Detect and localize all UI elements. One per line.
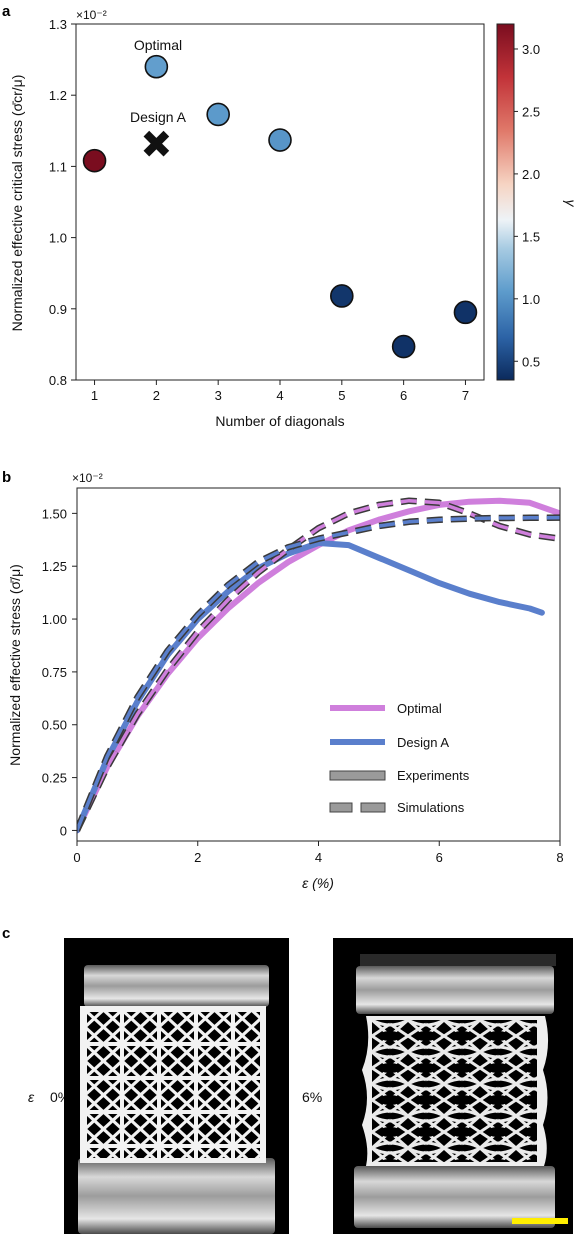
x-axis-a: 1 2 3 4 5 6 7 — [91, 380, 469, 403]
plot-frame-a — [75, 23, 485, 381]
colorbar-tick-label: 3.0 — [522, 42, 540, 57]
multiplier-label-a: ×10⁻² — [76, 8, 107, 22]
scatter-point — [330, 284, 354, 308]
scale-bar — [512, 1218, 568, 1224]
scatter-point — [206, 102, 230, 127]
row-label-epsilon: ε — [28, 1089, 35, 1105]
colorbar-tick-label: 2.0 — [522, 167, 540, 182]
y-axis-title-b: Normalized effective stress (σ̄/μ) — [7, 564, 23, 766]
y-tick-label-a: 0.9 — [49, 302, 67, 317]
y-tick-label-a: 1.2 — [49, 88, 67, 103]
colorbar — [496, 23, 515, 381]
legend-swatch-simulations — [329, 802, 386, 813]
photo-panel-c: c ε 0% 6% — [2, 925, 573, 1234]
specimen-photo-0-percent — [64, 938, 289, 1234]
x-axis-title-b: ε (%) — [302, 875, 334, 891]
colorbar-label: γ — [563, 200, 575, 208]
scatter-point — [453, 300, 478, 325]
y-axis-title-a: Normalized effective critical stress (σ̄… — [9, 75, 25, 332]
scatter-point — [82, 148, 107, 173]
multiplier-label-b: ×10⁻² — [72, 471, 103, 485]
y-axis-a: 0.8 0.9 1.0 1.1 1.2 1.3 — [49, 17, 76, 388]
scatter-point — [391, 334, 416, 359]
panel-label-c: c — [2, 925, 10, 942]
x-tick-label-a: 5 — [338, 388, 345, 403]
y-tick-label-a: 1.1 — [49, 159, 67, 174]
strain-label-right: 6% — [302, 1089, 322, 1105]
colorbar-tick-label: 1.5 — [522, 229, 540, 244]
y-tick-label-b: 1.25 — [42, 559, 67, 574]
y-tick-label-b: 1.00 — [42, 612, 67, 627]
x-tick-label-b: 6 — [436, 850, 443, 865]
scatter-chart-panel-a: a ×10⁻² 1 2 3 4 5 6 7 0.8 0.9 1.0 1.1 1.2 1.3 Numbe… — [2, 3, 575, 429]
legend-label-simulations: Simulations — [397, 800, 465, 815]
series-line-optimal-experiment — [77, 497, 560, 834]
series-line-optimal-simulation — [77, 497, 560, 832]
legend-swatch-experiments — [329, 770, 386, 781]
x-tick-label-a: 2 — [153, 388, 160, 403]
x-tick-label-b: 2 — [194, 850, 201, 865]
design-a-cross — [143, 130, 170, 157]
scatter-point — [268, 128, 292, 152]
y-tick-label-b: 1.50 — [42, 506, 67, 521]
colorbar-tick-label: 2.5 — [522, 104, 540, 119]
colorbar-axis: 0.5 1.0 1.5 2.0 2.5 3.0 — [514, 42, 540, 369]
legend-label-design-a: Design A — [397, 735, 449, 750]
series-line-design-a-simulation — [77, 514, 560, 832]
y-tick-label-a: 0.8 — [49, 373, 67, 388]
x-tick-label-a: 7 — [462, 388, 469, 403]
legend-label-optimal: Optimal — [397, 701, 442, 716]
y-tick-label-a: 1.3 — [49, 17, 67, 32]
colorbar-tick-label: 1.0 — [522, 292, 540, 307]
x-tick-label-a: 3 — [215, 388, 222, 403]
x-axis-b: 0 2 4 6 8 — [73, 841, 564, 865]
colorbar-tick-label: 0.5 — [522, 354, 540, 369]
y-tick-label-b: 0.25 — [42, 771, 67, 786]
x-tick-label-b: 8 — [556, 850, 563, 865]
y-tick-label-b: 0.50 — [42, 718, 67, 733]
line-series — [77, 497, 560, 834]
y-tick-label-b: 0.75 — [42, 665, 67, 680]
y-tick-label-a: 1.0 — [49, 231, 67, 246]
panel-label-a: a — [2, 3, 11, 20]
x-tick-label-a: 1 — [91, 388, 98, 403]
x-tick-label-a: 6 — [400, 388, 407, 403]
series-line-design-a-experiment — [77, 540, 545, 834]
legend-b: Optimal Design A Experiments Simulations — [329, 701, 470, 815]
y-tick-label-b: 0 — [60, 823, 67, 838]
x-axis-title-a: Number of diagonals — [215, 413, 344, 429]
annotation-design-a: Design A — [130, 109, 187, 125]
x-tick-label-b: 0 — [73, 850, 80, 865]
design-a-marker — [143, 130, 170, 157]
specimen-photo-6-percent — [333, 938, 573, 1234]
panel-label-b: b — [2, 469, 11, 486]
x-tick-label-b: 4 — [315, 850, 322, 865]
y-axis-b: 0 0.25 0.50 0.75 1.00 1.25 1.50 — [42, 506, 77, 838]
x-tick-label-a: 4 — [276, 388, 283, 403]
annotation-optimal: Optimal — [134, 37, 182, 53]
scatter-point — [144, 54, 169, 79]
legend-label-experiments: Experiments — [397, 768, 470, 783]
scatter-points — [82, 54, 478, 359]
